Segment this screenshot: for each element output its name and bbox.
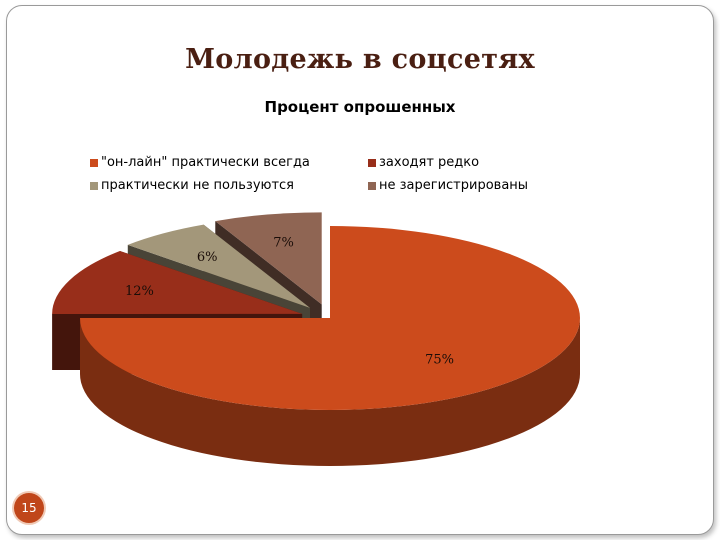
legend-label-online: "он-лайн" практически всегда — [101, 155, 310, 170]
pie-slice-1-top — [52, 250, 303, 314]
pie-slice-3-top — [215, 212, 322, 305]
legend-item-hardly-use: практически не пользуются — [90, 178, 294, 193]
legend-item-online: "он-лайн" практически всегда — [90, 155, 310, 170]
legend-swatch-rarely — [368, 158, 376, 167]
slide-title: Молодежь в соцсетях — [185, 44, 535, 75]
data-label-1: 12% — [125, 284, 154, 299]
pie-slice-0-wall-0 — [80, 318, 580, 466]
data-label-3: 7% — [273, 236, 294, 251]
legend-item-rarely: заходят редко — [368, 155, 479, 170]
data-label-2: 6% — [197, 250, 218, 265]
legend-label-not-registered: не зарегистрированы — [379, 178, 529, 193]
pie-slice-0-top — [80, 226, 580, 410]
data-label-0: 75% — [425, 352, 454, 367]
pie-slice-2-top — [127, 224, 311, 308]
chart-title: Процент опрошенных — [264, 98, 456, 116]
legend-swatch-hardly-use — [90, 181, 98, 190]
legend-swatch-online — [90, 158, 98, 167]
pie-slice-0 — [80, 226, 580, 466]
legend-swatch-not-registered — [368, 181, 376, 190]
legend-item-not-registered: не зарегистрированы — [368, 178, 528, 193]
page-number-badge: 15 — [14, 493, 44, 523]
legend-label-hardly-use: практически не пользуются — [101, 178, 294, 193]
legend-label-rarely: заходят редко — [379, 155, 480, 170]
